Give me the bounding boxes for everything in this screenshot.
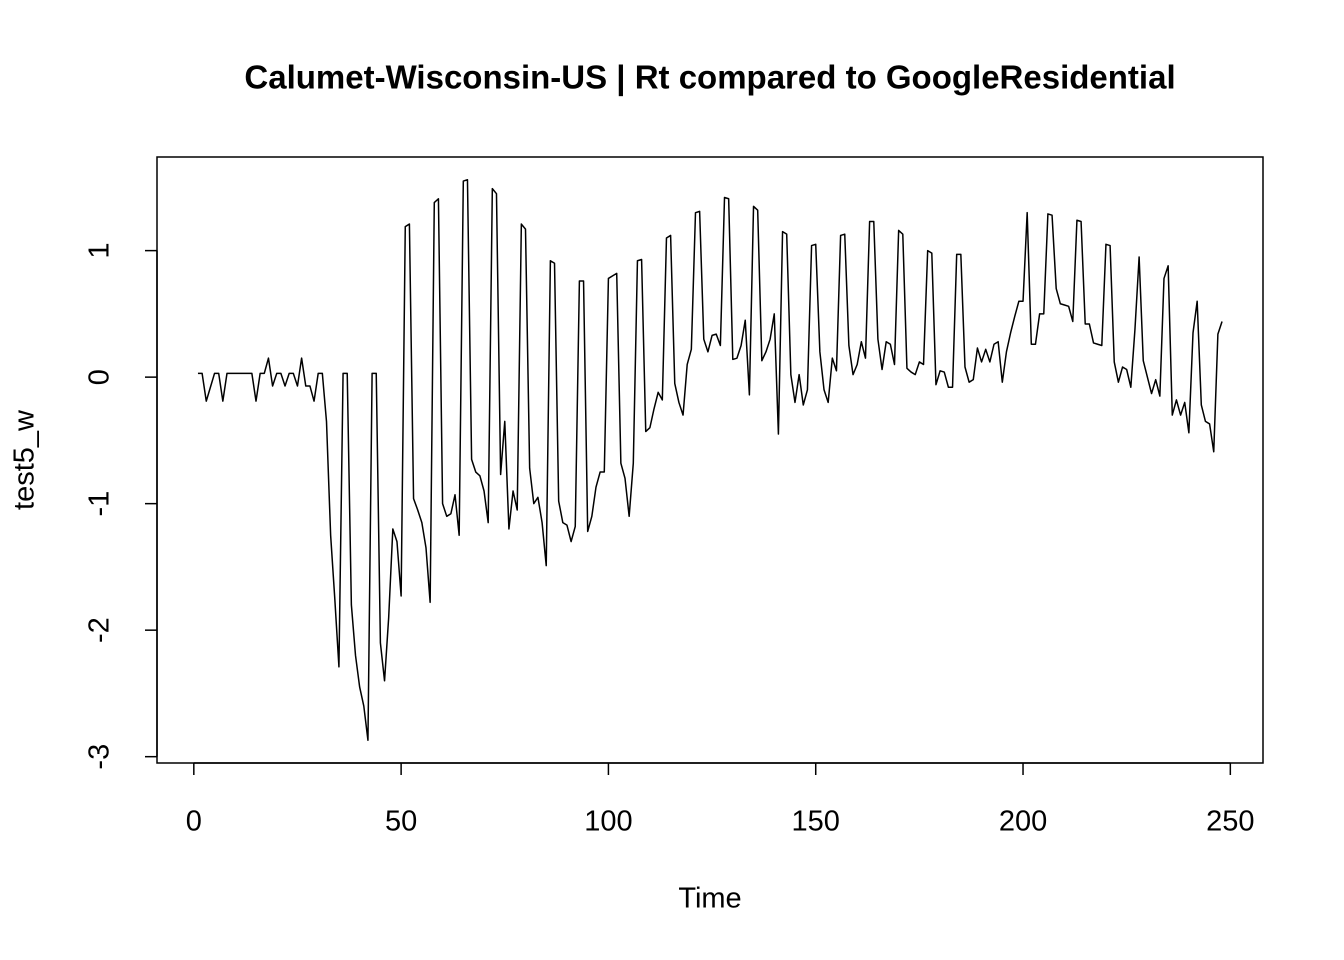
y-tick-label: -1 [84,491,116,517]
y-tick-label: 1 [84,243,116,259]
y-tick-label: -2 [84,617,116,643]
x-tick-label: 50 [385,806,417,838]
x-tick-label: 100 [584,806,632,838]
x-tick-label: 0 [186,806,202,838]
x-tick-label: 200 [999,806,1047,838]
x-tick-label: 150 [792,806,840,838]
data-line [197,179,1223,741]
y-tick-label: -3 [84,744,116,770]
y-axis-label: test5_w [9,409,41,510]
plot-frame [156,156,1264,764]
x-axis-label: Time [678,883,741,915]
y-tick-label: 0 [84,369,116,385]
x-tick-label: 250 [1206,806,1254,838]
chart-title: Calumet-Wisconsin-US | Rt compared to Go… [244,59,1175,96]
